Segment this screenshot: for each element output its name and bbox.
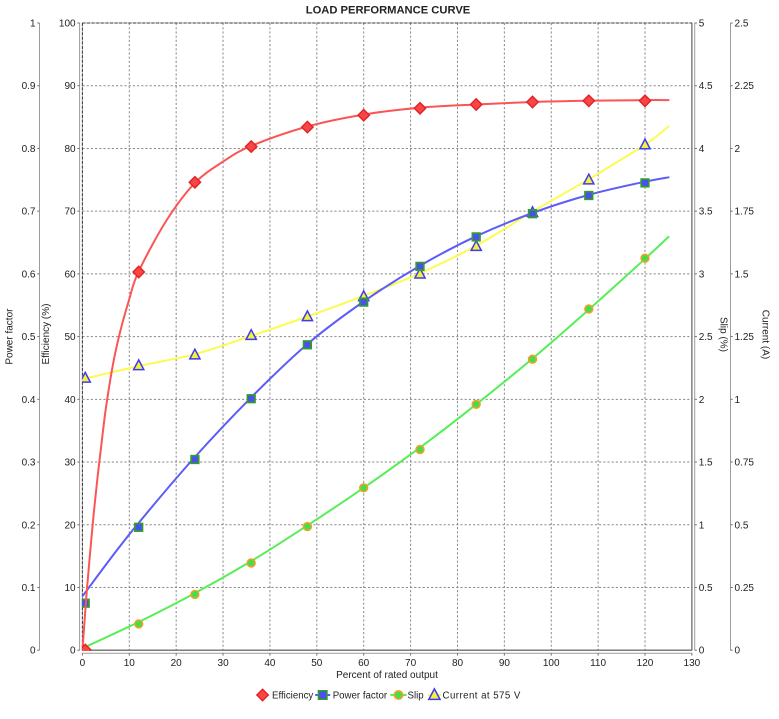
- svg-text:5: 5: [699, 19, 705, 30]
- svg-text:3: 3: [699, 269, 705, 280]
- svg-text:10: 10: [64, 583, 76, 594]
- svg-text:Power factor: Power factor: [333, 691, 388, 702]
- svg-text:130: 130: [684, 658, 701, 669]
- svg-text:0.8: 0.8: [22, 144, 36, 155]
- svg-text:40: 40: [264, 658, 276, 669]
- svg-text:1.5: 1.5: [735, 269, 749, 280]
- svg-text:80: 80: [452, 658, 464, 669]
- svg-text:50: 50: [311, 658, 323, 669]
- svg-text:0.75: 0.75: [735, 458, 755, 469]
- svg-text:4.5: 4.5: [699, 81, 713, 92]
- svg-text:0.5: 0.5: [735, 520, 749, 531]
- svg-text:0.25: 0.25: [735, 583, 755, 594]
- svg-text:0: 0: [80, 658, 86, 669]
- svg-text:1: 1: [735, 395, 741, 406]
- svg-text:1.5: 1.5: [699, 458, 713, 469]
- svg-text:60: 60: [64, 269, 76, 280]
- svg-text:50: 50: [64, 332, 76, 343]
- svg-text:2.5: 2.5: [735, 19, 749, 30]
- svg-text:0: 0: [30, 646, 36, 657]
- svg-text:Slip (%): Slip (%): [718, 317, 729, 352]
- svg-text:Efficiency: Efficiency: [272, 691, 313, 702]
- svg-text:60: 60: [358, 658, 370, 669]
- svg-text:0.1: 0.1: [22, 583, 36, 594]
- svg-text:80: 80: [64, 144, 76, 155]
- svg-text:Slip: Slip: [408, 691, 424, 702]
- svg-text:70: 70: [64, 207, 76, 218]
- svg-text:0.7: 0.7: [22, 207, 36, 218]
- svg-text:2.5: 2.5: [699, 332, 713, 343]
- svg-text:0.5: 0.5: [22, 332, 36, 343]
- svg-text:2: 2: [699, 395, 705, 406]
- svg-text:Efficiency (%): Efficiency (%): [41, 304, 52, 365]
- svg-text:10: 10: [124, 658, 136, 669]
- svg-text:0.9: 0.9: [22, 81, 36, 92]
- svg-text:40: 40: [64, 395, 76, 406]
- svg-text:0.4: 0.4: [22, 395, 36, 406]
- svg-text:120: 120: [637, 658, 654, 669]
- svg-text:70: 70: [405, 658, 417, 669]
- svg-text:1.75: 1.75: [735, 207, 755, 218]
- svg-text:Current at 575 V: Current at 575 V: [443, 691, 521, 702]
- svg-text:Current (A): Current (A): [760, 310, 771, 359]
- svg-text:0.3: 0.3: [22, 458, 36, 469]
- svg-text:90: 90: [499, 658, 511, 669]
- svg-text:30: 30: [64, 458, 76, 469]
- svg-text:30: 30: [218, 658, 230, 669]
- svg-text:1: 1: [699, 520, 705, 531]
- svg-text:0.5: 0.5: [699, 583, 713, 594]
- svg-text:2: 2: [735, 144, 741, 155]
- svg-text:2.25: 2.25: [735, 81, 755, 92]
- svg-text:1: 1: [30, 19, 36, 30]
- svg-text:0: 0: [735, 646, 741, 657]
- svg-text:90: 90: [64, 81, 76, 92]
- svg-text:100: 100: [543, 658, 560, 669]
- svg-text:110: 110: [590, 658, 606, 669]
- svg-text:100: 100: [59, 19, 76, 30]
- svg-text:1.25: 1.25: [735, 332, 755, 343]
- svg-text:Power factor: Power factor: [5, 308, 16, 365]
- svg-text:0.2: 0.2: [22, 520, 36, 531]
- svg-text:3.5: 3.5: [699, 207, 713, 218]
- svg-text:0.6: 0.6: [22, 269, 36, 280]
- svg-text:Percent of rated output: Percent of rated output: [336, 670, 438, 681]
- svg-text:LOAD PERFORMANCE CURVE: LOAD PERFORMANCE CURVE: [306, 5, 471, 17]
- svg-text:20: 20: [171, 658, 183, 669]
- svg-text:20: 20: [64, 520, 76, 531]
- svg-text:0: 0: [70, 646, 76, 657]
- svg-text:0: 0: [699, 646, 705, 657]
- svg-text:4: 4: [699, 144, 705, 155]
